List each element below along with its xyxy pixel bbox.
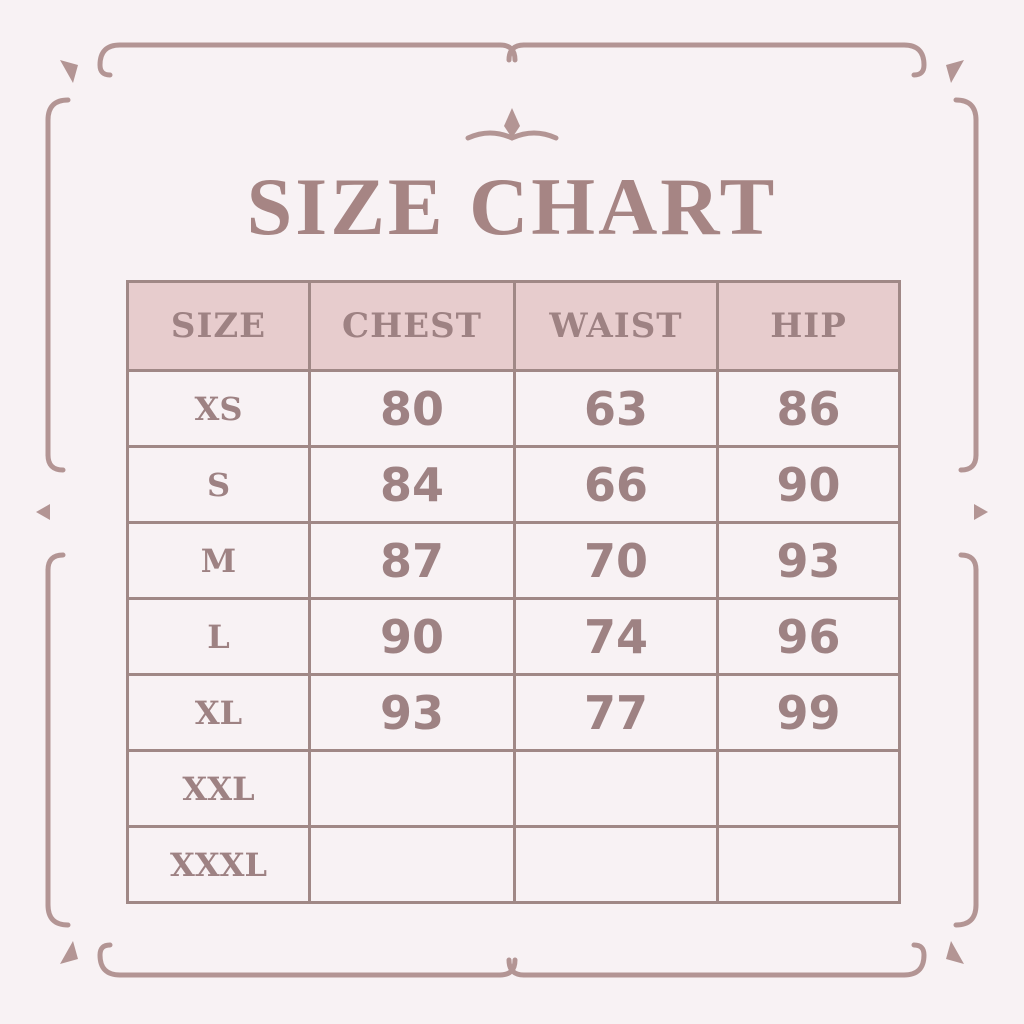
header-row: SIZE CHEST WAIST HIP [126, 280, 901, 372]
cell-hip: 93 [716, 521, 901, 600]
cell-waist: 74 [513, 597, 719, 676]
table-row: XXL [126, 749, 901, 828]
cell-chest [308, 749, 516, 828]
table-row: L 90 74 96 [126, 597, 901, 676]
table-row: XXXL [126, 825, 901, 904]
cell-hip [716, 749, 901, 828]
column-header-chest: CHEST [308, 280, 516, 372]
size-table: SIZE CHEST WAIST HIP XS 80 63 86 S 84 66 90 M 87 7… [126, 280, 901, 904]
cell-chest: 84 [308, 445, 516, 524]
cell-size: M [126, 521, 311, 600]
table-row: S 84 66 90 [126, 445, 901, 524]
cell-size: L [126, 597, 311, 676]
cell-size: XXXL [126, 825, 311, 904]
cell-waist [513, 749, 719, 828]
cell-size: XS [126, 369, 311, 448]
cell-hip: 86 [716, 369, 901, 448]
cell-chest: 80 [308, 369, 516, 448]
cell-waist [513, 825, 719, 904]
page-title: SIZE CHART [246, 161, 778, 252]
cell-waist: 63 [513, 369, 719, 448]
cell-size: S [126, 445, 311, 524]
cell-waist: 70 [513, 521, 719, 600]
table-row: M 87 70 93 [126, 521, 901, 600]
column-header-waist: WAIST [513, 280, 719, 372]
cell-hip [716, 825, 901, 904]
cell-hip: 90 [716, 445, 901, 524]
cell-chest: 93 [308, 673, 516, 752]
cell-hip: 99 [716, 673, 901, 752]
column-header-size: SIZE [126, 280, 311, 372]
column-header-hip: HIP [716, 280, 901, 372]
table-row: XL 93 77 99 [126, 673, 901, 752]
cell-waist: 77 [513, 673, 719, 752]
cell-chest: 90 [308, 597, 516, 676]
cell-size: XL [126, 673, 311, 752]
cell-waist: 66 [513, 445, 719, 524]
cell-hip: 96 [716, 597, 901, 676]
cell-chest: 87 [308, 521, 516, 600]
cell-size: XXL [126, 749, 311, 828]
cell-chest [308, 825, 516, 904]
table-row: XS 80 63 86 [126, 369, 901, 448]
